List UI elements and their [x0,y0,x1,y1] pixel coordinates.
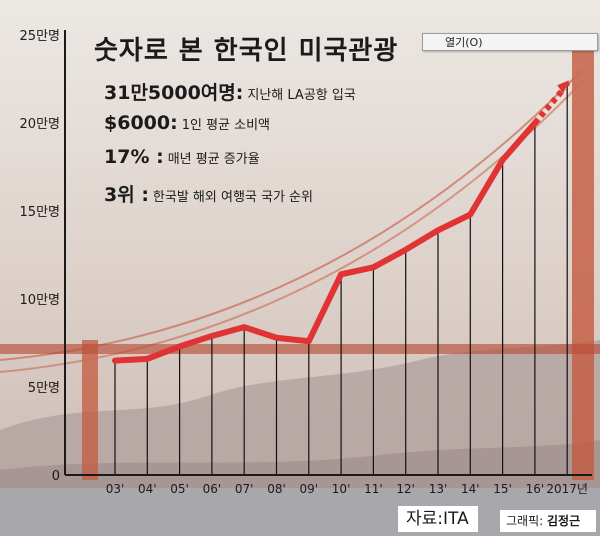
data-point [467,212,473,218]
data-point [241,324,247,330]
y-tick-label: 20만명 [20,117,60,132]
fact-growth-desc: 매년 평균 증가율 [167,152,260,167]
series-line [112,120,538,364]
x-tick-label: 14' [461,482,480,496]
x-tick-label: 12' [396,482,415,496]
data-point [112,358,118,364]
x-tick-label: 11' [364,482,383,496]
data-point [306,338,312,344]
fact-rank-desc: 한국발 해외 여행국 국가 순위 [152,190,313,205]
x-tick-label: 10' [332,482,351,496]
data-point [500,157,506,163]
data-point [532,120,538,126]
graphic-credit: 그래픽: 김정근 [500,510,596,532]
projected-segment [532,86,567,125]
x-tick-label: 04' [138,482,157,496]
data-point [338,271,344,277]
chart-title: 숫자로 본 한국인 미국관광 [94,36,399,66]
fact-visitors: 31만5000여명: 지난해 LA공항 입국 [104,78,356,105]
source-label: 자료:ITA [398,506,478,532]
data-point [403,247,409,253]
y-tick-label: 15만명 [20,205,60,220]
y-tick-label: 25만명 [20,29,60,44]
x-tick-label: 05' [170,482,189,496]
fact-spending: $6000: 1인 평균 소비액 [104,112,270,134]
fact-rank-value: 3위 : [104,184,149,206]
fact-rank: 3위 : 한국발 해외 여행국 국가 순위 [104,180,313,207]
x-tick-label: 15' [493,482,512,496]
x-tick-label: 03' [106,482,125,496]
fact-growth: 17% : 매년 평균 증가율 [104,146,260,168]
x-tick-label: 08' [267,482,286,496]
context-menu-open-item[interactable]: 열기(O) [422,33,598,51]
fact-spending-value: $6000: [104,112,178,134]
x-tick-label: 09' [300,482,319,496]
data-point [177,344,183,350]
credit-name: 김정근 [547,514,581,528]
data-point [274,335,279,341]
data-point [435,227,441,233]
x-tick-label: 07' [235,482,254,496]
data-point [564,81,570,87]
y-tick-label: 10만명 [20,293,60,308]
data-point [370,264,376,270]
fact-spending-desc: 1인 평균 소비액 [181,118,270,133]
x-tick-label: 13' [429,482,448,496]
x-tick-label: 06' [203,482,222,496]
x-tick-label: 16' [526,482,545,496]
fact-growth-value: 17% : [104,146,164,168]
fact-visitors-desc: 지난해 LA공항 입국 [247,88,356,103]
credit-label: 그래픽: [506,514,544,528]
fact-visitors-value: 31만5000여명: [104,82,244,104]
data-point [144,356,150,362]
data-point [209,333,215,339]
y-tick-label: 5만명 [28,381,60,396]
y-tick-label: 0 [52,469,60,484]
x-tick-label: 2017년 [546,482,588,496]
